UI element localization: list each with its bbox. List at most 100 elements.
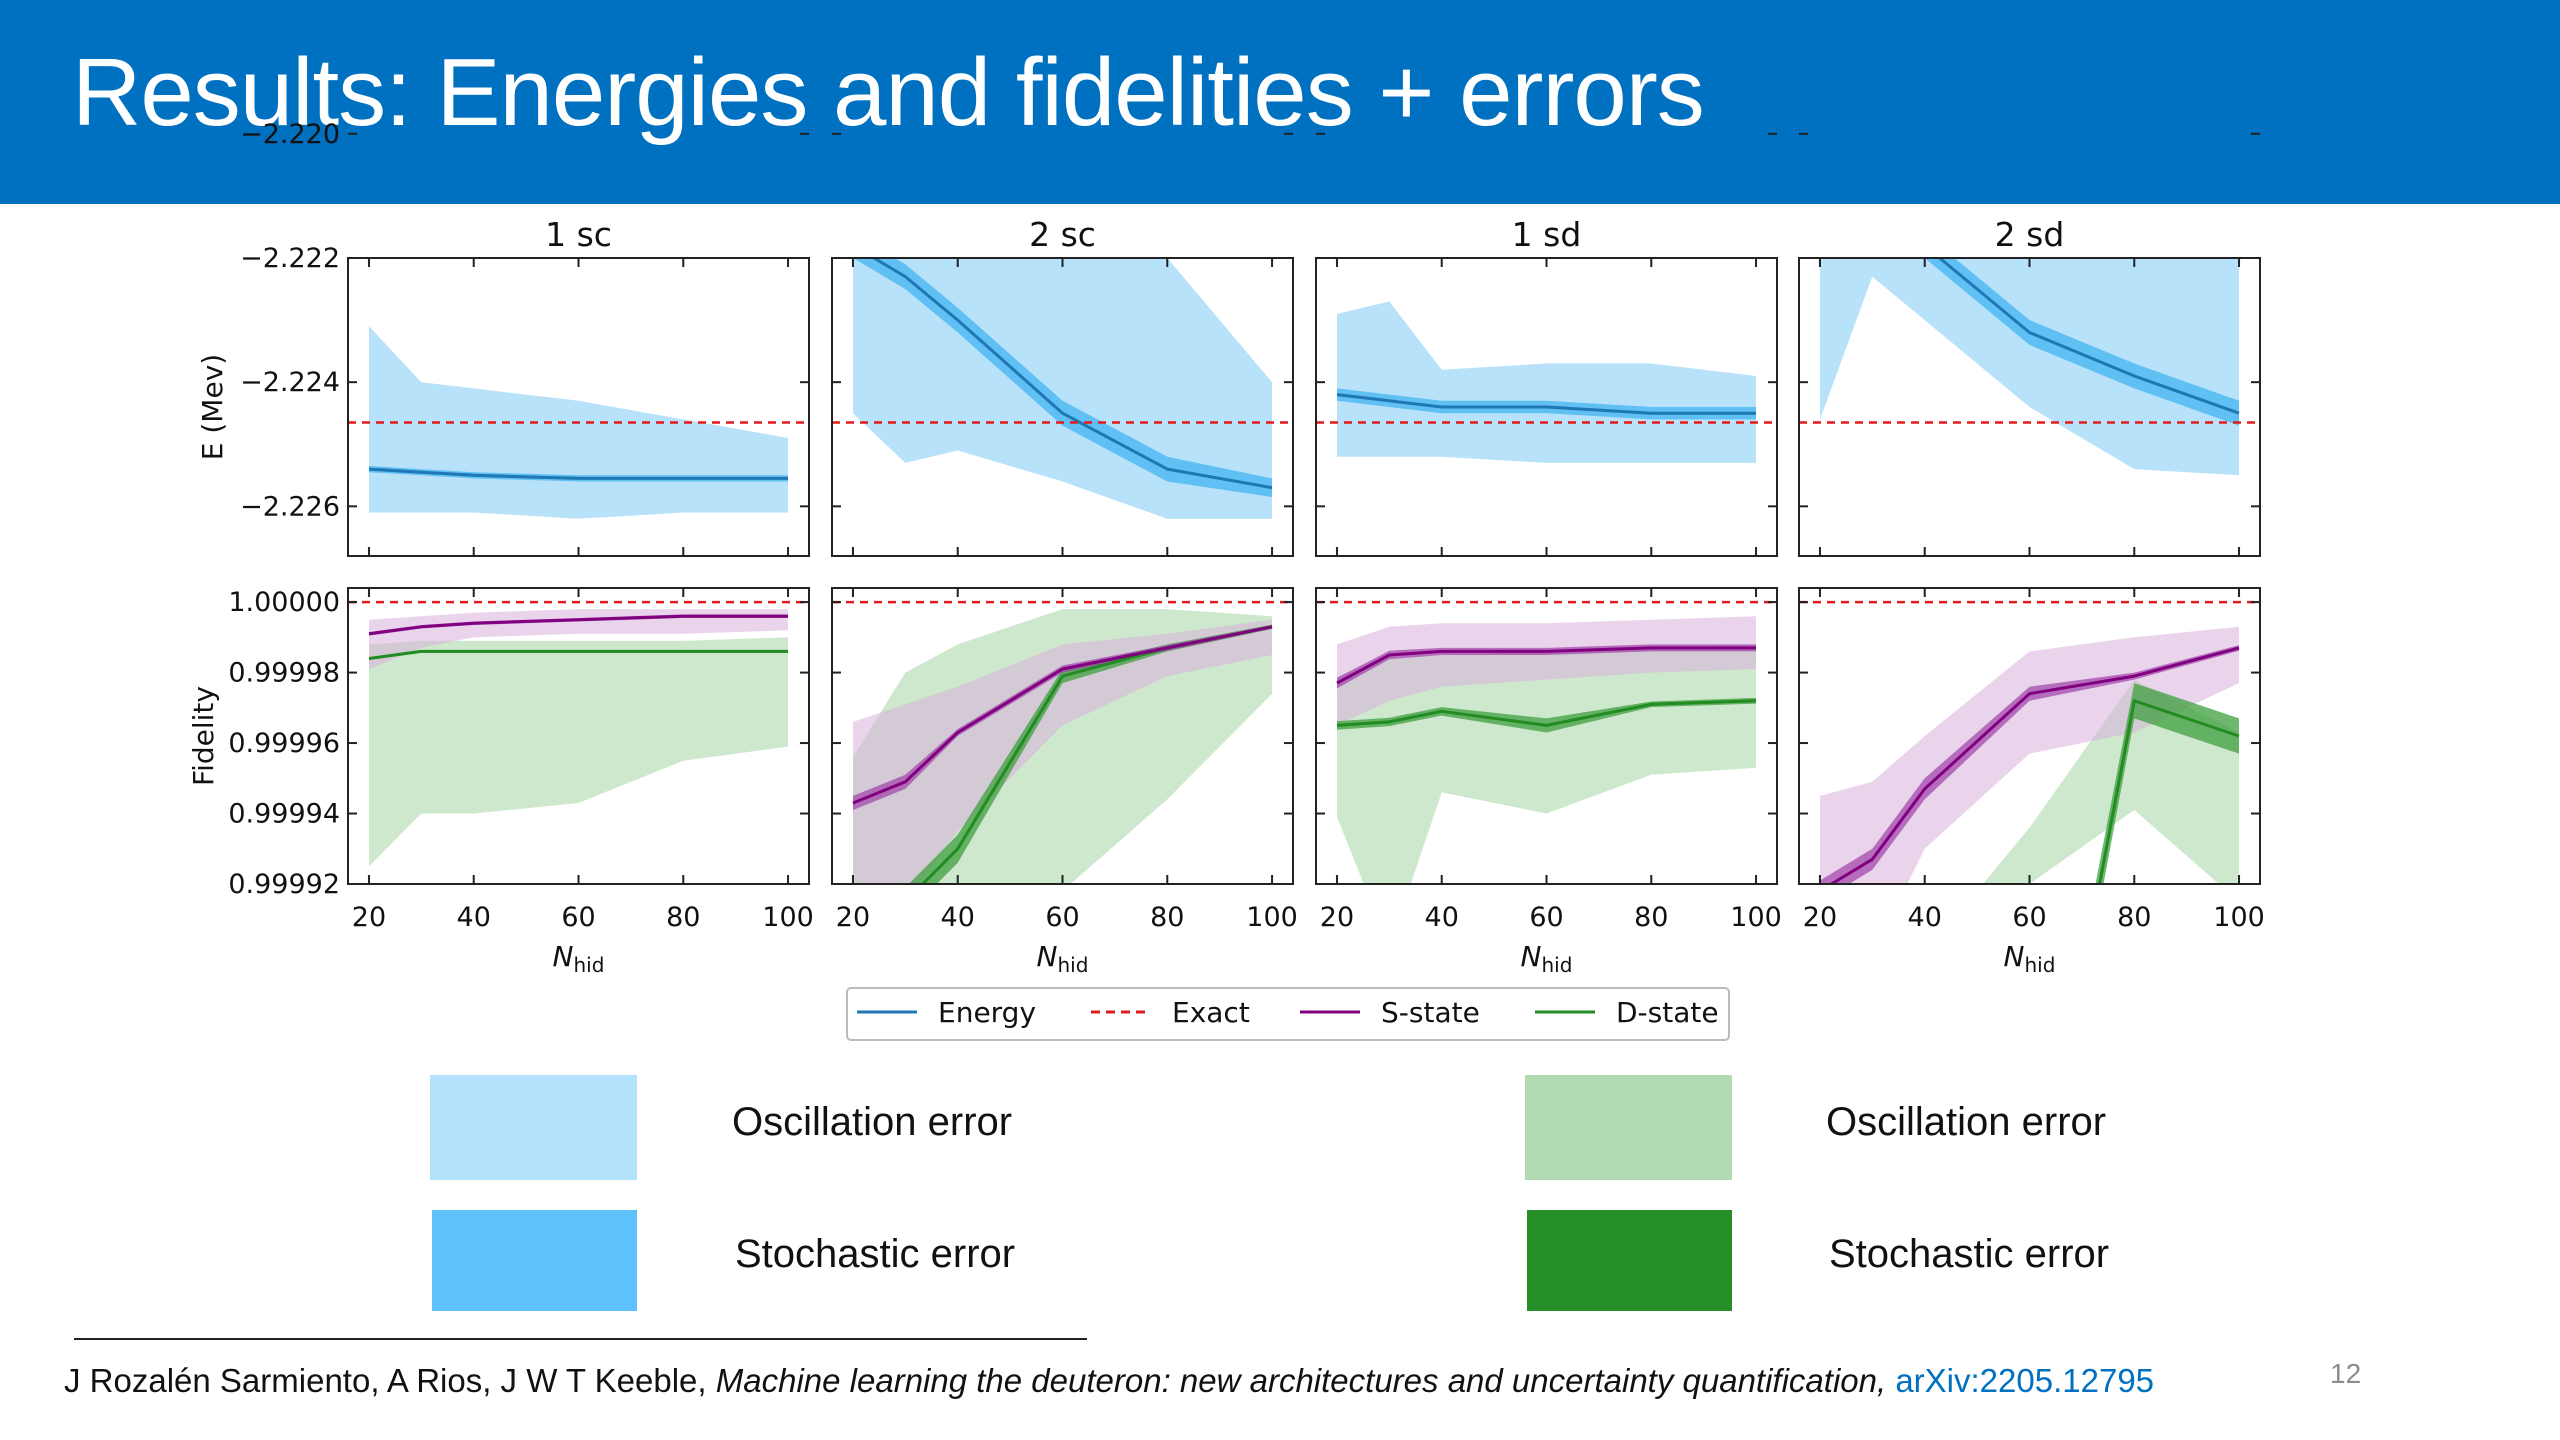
x-axis-label: Nhid <box>1521 940 1573 977</box>
y-tick-label: −2.226 <box>240 491 340 522</box>
x-tick-label: 80 <box>2117 902 2151 933</box>
x-label-main: N <box>553 940 574 973</box>
x-tick-label: 40 <box>1908 902 1942 933</box>
x-label-sub: hid <box>2025 953 2056 977</box>
s-state-line <box>852 625 1273 805</box>
x-tick-label: 60 <box>1045 902 1079 933</box>
arxiv-link[interactable]: arXiv:2205.12795 <box>1895 1362 2155 1399</box>
x-tick-label: 60 <box>1529 902 1563 933</box>
page-number: 12 <box>2330 1358 2362 1389</box>
x-tick-label: 20 <box>836 902 870 933</box>
title-bar: Results: Energies and fidelities + error… <box>0 0 2560 204</box>
y-tick-label: 1.00000 <box>228 587 340 618</box>
s-state-oscillation-band <box>1337 616 1756 726</box>
fidelity-panel-1 <box>348 600 809 867</box>
fidelity-panel-2 <box>832 600 1293 884</box>
fidelity-stochastic-label: Stochastic error <box>1829 1232 2110 1276</box>
x-tick-label: 20 <box>352 902 386 933</box>
x-tick-label: 20 <box>1803 902 1837 933</box>
energy-line <box>870 258 1273 490</box>
energy-oscillation-label: Oscillation error <box>732 1100 1013 1144</box>
energy-oscillation-band <box>1337 301 1756 463</box>
fidelity-stochastic-swatch <box>1527 1210 1732 1311</box>
fidelity-oscillation-label: Oscillation error <box>1826 1100 2107 1144</box>
energy-stochastic-label: Stochastic error <box>735 1232 1016 1276</box>
s-state-line <box>1828 646 2240 884</box>
citation-authors: J Rozalén Sarmiento, A Rios, J W T Keebl… <box>64 1362 707 1399</box>
fidelity-panel-3 <box>1316 600 1777 884</box>
legend-frame <box>846 987 1730 1041</box>
energy-oscillation-swatch <box>430 1075 637 1180</box>
legend-label-exact: Exact <box>1172 996 1250 1029</box>
column-title: 2 sd <box>1995 215 2065 254</box>
fidelity-panel-4 <box>1799 600 2260 884</box>
energy-panel-2 <box>832 258 1293 519</box>
s-state-line <box>1336 646 1756 685</box>
d-state-stochastic-band <box>908 624 1272 884</box>
y-tick-label: 0.99992 <box>228 869 340 900</box>
column-title: 1 sd <box>1512 215 1582 254</box>
x-axis-label: Nhid <box>2004 940 2056 977</box>
x-axis-label: Nhid <box>1037 940 1089 977</box>
x-tick-label: 40 <box>1425 902 1459 933</box>
y-tick-label: −2.220 <box>240 119 340 150</box>
x-tick-label: 80 <box>1150 902 1184 933</box>
y-tick-label: −2.224 <box>240 367 340 398</box>
x-tick-label: 40 <box>457 902 491 933</box>
x-tick-label: 20 <box>1320 902 1354 933</box>
x-label-main: N <box>2004 940 2025 973</box>
energy-stochastic-swatch <box>432 1210 637 1311</box>
d-state-line <box>1336 699 1757 727</box>
x-tick-label: 60 <box>561 902 595 933</box>
x-tick-label: 100 <box>1730 902 1782 933</box>
d-state-line <box>368 649 788 660</box>
x-tick-label: 40 <box>941 902 975 933</box>
legend-label-d-state: D-state <box>1616 996 1719 1029</box>
x-tick-label: 100 <box>1246 902 1298 933</box>
y-axis-label: E (Mev) <box>196 354 229 460</box>
energy-stochastic-band <box>1337 388 1756 420</box>
results-figure: −2.220 −2.222 −2.224 −2.226 1 sc 2 sc 1 sd 2 sd… <box>187 119 2265 1041</box>
column-title: 1 sc <box>545 215 612 254</box>
x-tick-label: 100 <box>762 902 814 933</box>
x-axis-label: Nhid <box>553 940 605 977</box>
d-state-line <box>2098 699 2240 884</box>
s-state-stochastic-band <box>853 625 1272 810</box>
footer-rule <box>74 1338 1087 1340</box>
citation: J Rozalén Sarmiento, A Rios, J W T Keebl… <box>64 1362 2154 1400</box>
s-state-line <box>368 614 788 636</box>
d-state-stochastic-band <box>2095 683 2239 884</box>
legend-label-s-state: S-state <box>1381 996 1480 1029</box>
citation-title: Machine learning the deuteron: new archi… <box>715 1362 1887 1399</box>
y-tick-label: 0.99994 <box>228 799 340 830</box>
energy-stochastic-band <box>853 258 1272 497</box>
x-label-sub: hid <box>574 953 605 977</box>
column-title: 2 sc <box>1029 215 1096 254</box>
series-legend: Energy Exact S-state D-state <box>846 987 1730 1041</box>
slide-title: Results: Energies and fidelities + error… <box>72 39 1705 146</box>
y-tick-label: −2.222 <box>240 243 340 274</box>
s-state-oscillation-band <box>853 619 1272 884</box>
energy-panel-4 <box>1799 258 2260 476</box>
x-label-sub: hid <box>1058 953 1089 977</box>
energy-panel-3 <box>1316 301 1777 463</box>
fidelity-oscillation-swatch <box>1525 1075 1732 1180</box>
x-label-sub: hid <box>1542 953 1573 977</box>
legend-label-energy: Energy <box>938 996 1036 1029</box>
y-tick-label: 0.99996 <box>228 728 340 759</box>
x-tick-label: 60 <box>2012 902 2046 933</box>
y-axis-label: Fidelity <box>187 686 220 786</box>
x-tick-label: 80 <box>666 902 700 933</box>
x-label-main: N <box>1037 940 1058 973</box>
energy-line <box>1336 393 1756 415</box>
x-tick-label: 100 <box>2213 902 2265 933</box>
energy-line <box>1937 258 2240 415</box>
x-tick-label: 80 <box>1634 902 1668 933</box>
d-state-oscillation-band <box>369 637 788 867</box>
x-label-main: N <box>1521 940 1542 973</box>
y-tick-label: 0.99998 <box>228 658 340 689</box>
d-state-stochastic-band <box>1337 697 1756 733</box>
energy-panel-1 <box>348 326 809 519</box>
energy-line <box>368 467 788 480</box>
energy-oscillation-band <box>1820 258 2239 476</box>
